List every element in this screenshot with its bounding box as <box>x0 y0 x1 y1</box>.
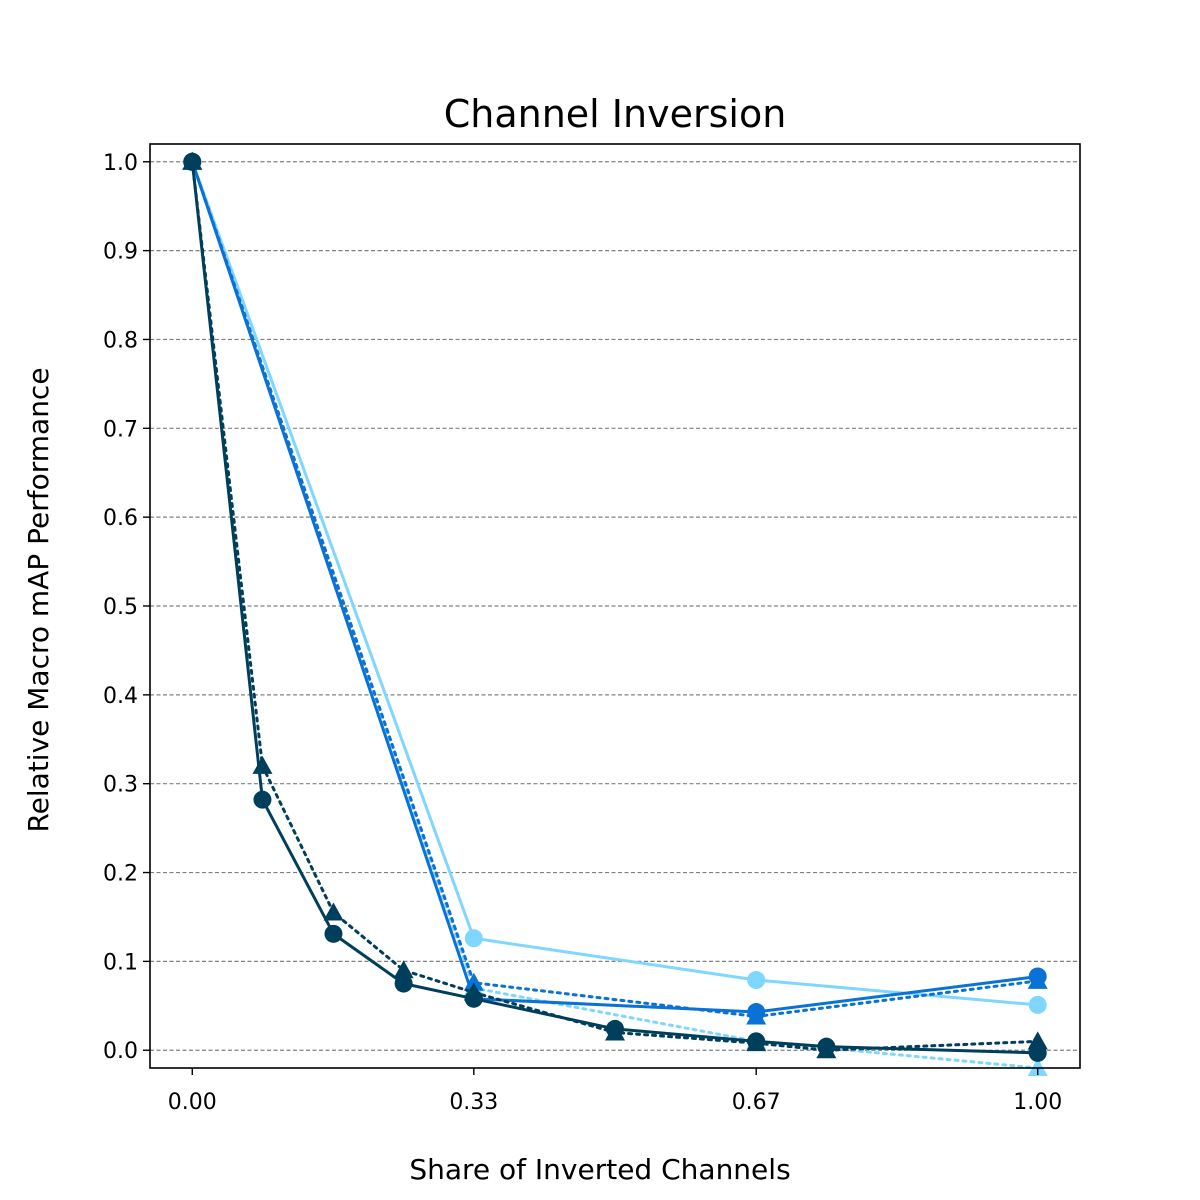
x-tick-label: 0.00 <box>168 1090 217 1115</box>
data-point <box>1027 1031 1048 1050</box>
data-point <box>393 960 414 979</box>
x-tick-label: 0.33 <box>449 1090 498 1115</box>
y-tick-label: 0.4 <box>103 684 138 709</box>
data-point <box>605 1022 625 1041</box>
data-point <box>1028 995 1047 1014</box>
y-tick-label: 0.9 <box>103 240 138 265</box>
series-5 <box>183 152 1047 1014</box>
chart-title: Channel Inversion <box>444 92 787 136</box>
data-point <box>816 1040 837 1059</box>
data-point <box>324 924 343 943</box>
data-point <box>1027 1058 1048 1076</box>
axis-ticks: 0.0 0.1 0.2 0.3 0.4 0.5 0.6 0.7 0.8 0.9 1.0 0.00 0.3… <box>103 151 1062 1115</box>
x-tick-label: 1.00 <box>1013 1090 1062 1115</box>
series-2 <box>182 151 1048 1059</box>
x-axis-label: Share of Inverted Channels <box>409 1153 790 1186</box>
data-point <box>182 151 203 170</box>
plot-series <box>182 151 1048 1076</box>
series-line <box>190 161 1038 1007</box>
series-line <box>190 160 1040 1018</box>
data-point <box>252 755 273 774</box>
data-point <box>746 1006 767 1025</box>
series-line <box>190 161 1038 1014</box>
y-tick-label: 0.3 <box>103 773 138 798</box>
y-tick-label: 0.0 <box>103 1039 138 1064</box>
data-point <box>394 974 413 993</box>
y-tick-label: 0.2 <box>103 862 138 887</box>
series-line <box>190 160 1040 1070</box>
data-point <box>746 1033 767 1052</box>
data-point <box>323 902 344 921</box>
y-tick-label: 0.5 <box>103 595 138 620</box>
data-point <box>463 982 484 1001</box>
data-point <box>464 929 483 948</box>
data-point <box>253 790 272 809</box>
data-point <box>463 972 484 991</box>
y-axis-label: Relative Macro mAP Performance <box>22 367 55 832</box>
y-tick-label: 0.6 <box>103 506 138 531</box>
data-point <box>747 971 766 990</box>
data-point <box>1027 970 1048 989</box>
y-tick-label: 0.1 <box>103 950 138 975</box>
y-tick-label: 0.7 <box>103 417 138 442</box>
grid-lines <box>150 161 1080 1051</box>
y-tick-label: 1.0 <box>103 151 138 176</box>
y-tick-label: 0.8 <box>103 328 138 353</box>
x-tick-label: 0.67 <box>732 1090 781 1115</box>
